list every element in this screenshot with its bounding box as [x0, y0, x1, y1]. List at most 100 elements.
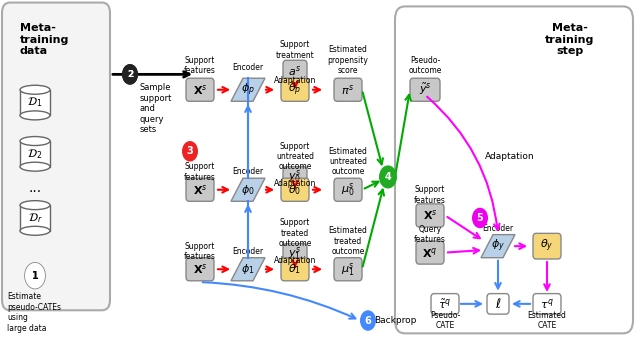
- FancyBboxPatch shape: [334, 258, 362, 281]
- Text: $\tau^q$: $\tau^q$: [540, 297, 554, 311]
- Text: $\theta_0$: $\theta_0$: [289, 183, 301, 197]
- Text: Sample
support
and
query
sets: Sample support and query sets: [140, 83, 172, 134]
- Text: $\theta_p$: $\theta_p$: [288, 81, 301, 98]
- Text: Support
features: Support features: [184, 162, 216, 182]
- Text: $y_0^s$: $y_0^s$: [289, 168, 301, 186]
- Text: Support
features: Support features: [414, 185, 446, 205]
- Polygon shape: [231, 258, 265, 281]
- FancyBboxPatch shape: [186, 78, 214, 101]
- Text: Query
features: Query features: [414, 225, 446, 244]
- Text: Meta-
training
step: Meta- training step: [545, 23, 595, 56]
- Text: Backprop: Backprop: [374, 316, 416, 325]
- Ellipse shape: [20, 226, 50, 235]
- FancyBboxPatch shape: [533, 233, 561, 259]
- Text: Estimated
CATE: Estimated CATE: [527, 311, 566, 330]
- FancyBboxPatch shape: [334, 178, 362, 201]
- Bar: [20, 205, 50, 231]
- Ellipse shape: [20, 85, 50, 94]
- Text: 3: 3: [187, 146, 193, 156]
- Text: Meta-
training
data: Meta- training data: [20, 23, 69, 56]
- Text: Pseudo-
outcome: Pseudo- outcome: [408, 56, 442, 75]
- Text: 6: 6: [365, 316, 371, 326]
- Circle shape: [182, 141, 198, 162]
- Text: $\mathcal{D}_2$: $\mathcal{D}_2$: [28, 147, 43, 161]
- Polygon shape: [231, 78, 265, 101]
- Text: $\phi_0$: $\phi_0$: [241, 183, 255, 197]
- Bar: [20, 90, 50, 115]
- Text: Adaptation: Adaptation: [274, 179, 316, 188]
- Polygon shape: [231, 178, 265, 201]
- FancyBboxPatch shape: [283, 60, 307, 81]
- Text: $\phi_p$: $\phi_p$: [241, 81, 255, 98]
- Text: Support
treatment: Support treatment: [276, 40, 314, 60]
- Text: $\mu_1^s$: $\mu_1^s$: [341, 261, 355, 278]
- FancyBboxPatch shape: [281, 258, 309, 281]
- Circle shape: [122, 64, 138, 85]
- FancyBboxPatch shape: [416, 204, 444, 227]
- Text: 2: 2: [127, 70, 133, 79]
- Text: 2: 2: [127, 70, 133, 79]
- Circle shape: [360, 310, 376, 331]
- Text: Encoder: Encoder: [232, 64, 264, 73]
- Text: $\ell$: $\ell$: [495, 297, 501, 311]
- FancyBboxPatch shape: [334, 78, 362, 101]
- Ellipse shape: [20, 201, 50, 210]
- Text: Support
features: Support features: [184, 242, 216, 261]
- Text: Support
untreated
outcome: Support untreated outcome: [276, 141, 314, 171]
- FancyBboxPatch shape: [283, 167, 307, 187]
- Text: 1: 1: [31, 271, 38, 281]
- Text: Support
treated
outcome: Support treated outcome: [278, 218, 312, 248]
- FancyBboxPatch shape: [281, 178, 309, 201]
- FancyBboxPatch shape: [416, 241, 444, 264]
- Text: Estimated
untreated
outcome: Estimated untreated outcome: [328, 146, 367, 177]
- FancyBboxPatch shape: [281, 78, 309, 101]
- Text: $\phi_y$: $\phi_y$: [491, 238, 505, 255]
- Ellipse shape: [20, 111, 50, 120]
- FancyBboxPatch shape: [410, 78, 440, 101]
- FancyBboxPatch shape: [186, 258, 214, 281]
- Text: Encoder: Encoder: [232, 247, 264, 256]
- Text: $\pi^s$: $\pi^s$: [342, 83, 355, 97]
- Text: $\mathbf{X}^s$: $\mathbf{X}^s$: [193, 183, 207, 197]
- Text: Support
features: Support features: [184, 56, 216, 75]
- Text: $y_1^s$: $y_1^s$: [289, 245, 301, 262]
- Ellipse shape: [20, 136, 50, 145]
- Text: $\phi_1$: $\phi_1$: [241, 262, 255, 276]
- Text: $\tilde{\tau}^q$: $\tilde{\tau}^q$: [438, 297, 452, 311]
- Circle shape: [472, 208, 488, 228]
- Text: $a^s$: $a^s$: [289, 64, 301, 78]
- Text: $\mathbf{X}^q$: $\mathbf{X}^q$: [422, 246, 438, 260]
- Text: Adaptation: Adaptation: [274, 256, 316, 265]
- Text: Adaptation: Adaptation: [485, 152, 535, 161]
- FancyBboxPatch shape: [533, 294, 561, 314]
- Text: Adaptation: Adaptation: [274, 76, 316, 85]
- Text: $\tilde{y}^s$: $\tilde{y}^s$: [419, 82, 431, 97]
- FancyBboxPatch shape: [283, 244, 307, 264]
- FancyBboxPatch shape: [186, 178, 214, 201]
- Text: $\mu_0^s$: $\mu_0^s$: [341, 181, 355, 198]
- Text: Encoder: Encoder: [232, 167, 264, 176]
- Ellipse shape: [20, 162, 50, 171]
- Circle shape: [379, 165, 397, 188]
- Text: 5: 5: [477, 213, 483, 223]
- Text: $\theta_1$: $\theta_1$: [289, 262, 301, 276]
- Circle shape: [25, 263, 45, 289]
- Text: 4: 4: [385, 172, 392, 182]
- Text: ...: ...: [28, 182, 42, 195]
- FancyBboxPatch shape: [431, 294, 459, 314]
- FancyBboxPatch shape: [487, 294, 509, 314]
- Text: $\mathcal{D}_1$: $\mathcal{D}_1$: [28, 95, 43, 109]
- Text: $\mathcal{D}_r$: $\mathcal{D}_r$: [28, 211, 42, 225]
- FancyBboxPatch shape: [2, 3, 110, 310]
- Text: $\mathbf{X}^s$: $\mathbf{X}^s$: [423, 209, 437, 222]
- Bar: [20, 141, 50, 167]
- Polygon shape: [481, 235, 515, 258]
- Text: Estimated
propensity
score: Estimated propensity score: [328, 45, 369, 75]
- Text: Encoder: Encoder: [483, 224, 513, 233]
- Text: $\mathbf{X}^s$: $\mathbf{X}^s$: [193, 262, 207, 276]
- Text: Estimate
pseudo-CATEs
using
large data: Estimate pseudo-CATEs using large data: [7, 292, 61, 332]
- Text: 1: 1: [32, 271, 38, 281]
- Text: Estimated
treated
outcome: Estimated treated outcome: [328, 226, 367, 256]
- Text: $\mathbf{X}^s$: $\mathbf{X}^s$: [193, 83, 207, 97]
- Circle shape: [25, 263, 45, 289]
